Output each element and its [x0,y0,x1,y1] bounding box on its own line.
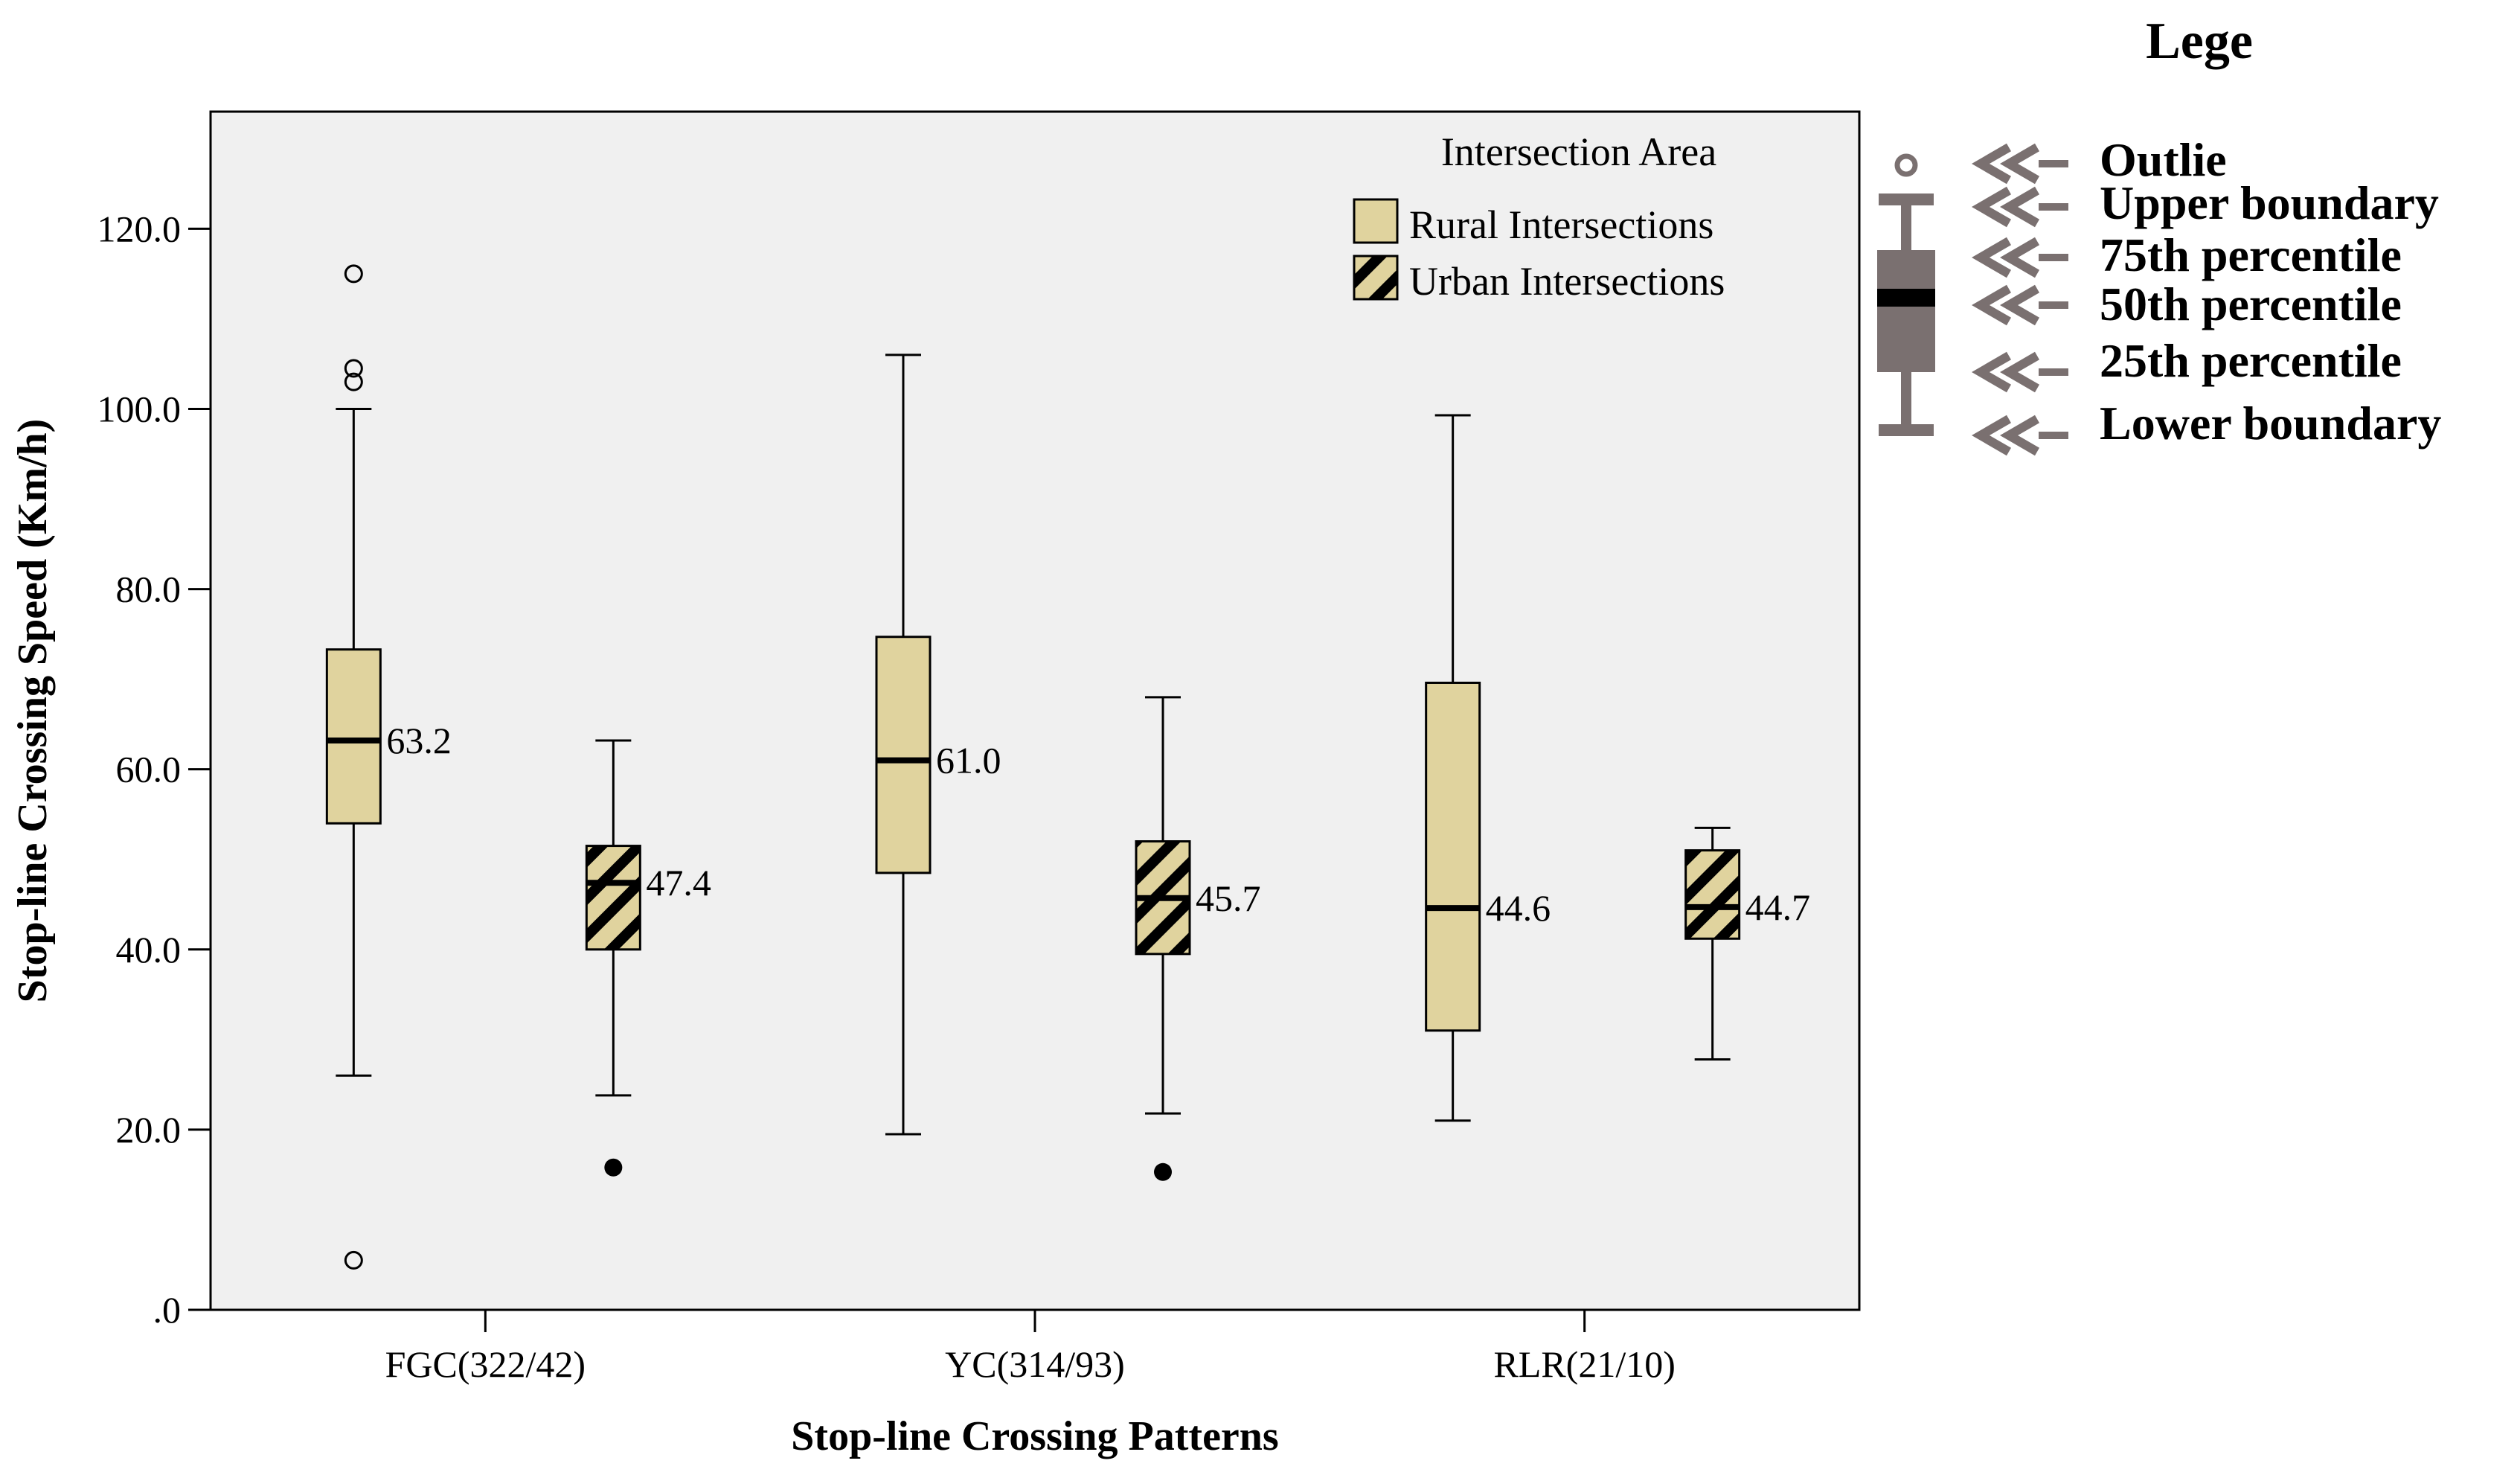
key-arrow-icon [1972,186,2012,228]
legend-title: Intersection Area [1441,129,1716,174]
key-arrow-icon [1972,351,2012,393]
key-outlier-icon [1894,153,1918,177]
outlier-point [344,1250,363,1270]
key-arrow-icon [2000,415,2040,456]
median-label: 45.7 [1196,877,1261,919]
iqr-box [1425,681,1481,1032]
key-box [1877,250,1935,372]
x-axis: FGC(322/42) YC(314/93) RLR(21/10) [385,1310,1676,1385]
key-arrow-icon [2000,237,2040,278]
key-arrow-icon [1972,143,2012,185]
key-label: 50th percentile [2100,278,2402,330]
legend-label-rural: Rural Intersections [1409,202,1713,247]
boxplot-series: 63.2 61.0 44.6 47.4 45.7 44.7 [325,264,1811,1270]
key-arrow-icon [1972,415,2012,456]
plot-area [209,110,1861,1311]
y-tick-label: 40.0 [116,929,182,970]
median-label: 44.7 [1745,886,1811,928]
outlier-point [604,1158,623,1177]
x-tick-label: FGC(322/42) [385,1343,586,1385]
iqr-box [585,845,641,951]
key-label: Lower boundary [2100,397,2441,450]
box-group: 44.7 [1684,826,1811,1061]
median-label: 63.2 [386,720,452,761]
outlier-point [1154,1162,1172,1181]
y-axis-label: Stop-line Crossing Speed (Km/h) [10,419,56,1003]
legend-label-urban: Urban Intersections [1409,259,1725,304]
y-tick-label: 60.0 [116,749,182,790]
key-label: Outlie [2100,133,2227,186]
key-arrow-icon [2000,186,2040,228]
outlier-point [344,372,363,391]
box-group: 44.6 [1425,414,1551,1122]
key-arrow-icon [1972,237,2012,278]
y-tick-label: 120.0 [97,208,182,249]
key-arrow-icon [2000,143,2040,185]
outlier-point [344,264,363,284]
y-tick-label: 80.0 [116,569,182,610]
key-legend-title: Lege [2146,13,2253,70]
y-tick-label: .0 [153,1289,182,1331]
box-group: 61.0 [875,354,1001,1136]
key-arrow-icon [1972,284,2012,326]
key-label: 25th percentile [2100,334,2402,387]
legend: Intersection Area Rural Intersections Ur… [1353,129,1725,304]
median-label: 61.0 [936,740,1001,781]
key-arrow-icon [2000,351,2040,393]
median-label: 47.4 [646,862,711,903]
key-arrow-icon [2000,284,2040,326]
box-group: 47.4 [585,739,711,1177]
y-axis: .0 20.0 40.0 60.0 80.0 100.0 120.0 [97,112,212,1331]
key-label: 75th percentile [2100,228,2402,281]
y-tick-label: 20.0 [116,1109,182,1151]
legend-swatch-urban [1353,255,1399,301]
box-group: 45.7 [1135,696,1261,1181]
x-axis-label: Stop-line Crossing Patterns [791,1413,1278,1459]
iqr-box [325,648,382,825]
key-arrows [1972,143,2068,456]
iqr-box [875,636,932,874]
iqr-box [1684,849,1741,940]
key-label: Upper boundary [2100,176,2439,229]
outlier-point [344,359,363,378]
legend-swatch-rural [1353,198,1399,244]
x-tick-label: RLR(21/10) [1493,1343,1675,1385]
median-label: 44.6 [1486,887,1551,929]
y-tick-label: 100.0 [97,388,182,429]
x-tick-label: YC(314/93) [945,1343,1125,1385]
box-group: 63.2 [325,264,452,1270]
